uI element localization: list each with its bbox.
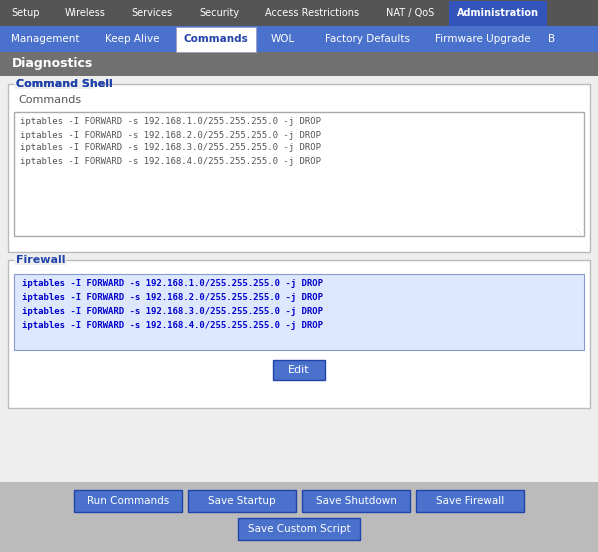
Bar [0, 482, 598, 552]
Bar [74, 490, 182, 512]
Bar [449, 1, 547, 26]
Text: iptables -I FORWARD -s 192.168.2.0/255.255.255.0 -j DROP: iptables -I FORWARD -s 192.168.2.0/255.2… [22, 294, 323, 302]
Bar [238, 518, 360, 540]
Text: iptables -I FORWARD -s 192.168.1.0/255.255.255.0 -j DROP: iptables -I FORWARD -s 192.168.1.0/255.2… [22, 279, 323, 289]
Text: Access Restrictions: Access Restrictions [265, 8, 359, 18]
Bar [8, 260, 590, 408]
Text: Diagnostics: Diagnostics [12, 57, 93, 71]
Text: Services: Services [132, 8, 173, 18]
Bar [1, 27, 89, 51]
Bar [372, 1, 448, 26]
Text: Keep Alive: Keep Alive [105, 34, 160, 44]
Text: Management: Management [11, 34, 80, 44]
Text: Commands: Commands [18, 95, 81, 105]
Text: Setup: Setup [12, 8, 40, 18]
Text: Run Commands: Run Commands [87, 496, 169, 506]
Text: Command Shell: Command Shell [16, 79, 113, 89]
Bar [258, 27, 308, 51]
Text: Firewall: Firewall [16, 255, 66, 265]
Bar [91, 27, 174, 51]
Text: iptables -I FORWARD -s 192.168.3.0/255.255.255.0 -j DROP: iptables -I FORWARD -s 192.168.3.0/255.2… [22, 307, 323, 316]
Text: Save Startup: Save Startup [208, 496, 276, 506]
Bar [186, 1, 252, 26]
Text: Edit: Edit [288, 365, 310, 375]
Bar [119, 1, 185, 26]
Bar [1, 1, 51, 26]
Bar [427, 27, 539, 51]
Bar [176, 27, 256, 52]
Text: iptables -I FORWARD -s 192.168.4.0/255.255.255.0 -j DROP: iptables -I FORWARD -s 192.168.4.0/255.2… [20, 157, 321, 166]
Text: Security: Security [199, 8, 239, 18]
Text: Commands: Commands [184, 34, 248, 44]
Bar [14, 255, 66, 265]
Bar [0, 76, 598, 552]
Text: Firmware Upgrade: Firmware Upgrade [435, 34, 531, 44]
Bar [14, 79, 94, 89]
Text: Command Shell: Command Shell [16, 79, 113, 89]
Bar [14, 112, 584, 236]
Bar [0, 0, 598, 26]
Bar [0, 52, 598, 76]
Text: Wireless: Wireless [65, 8, 105, 18]
Text: iptables -I FORWARD -s 192.168.1.0/255.255.255.0 -j DROP: iptables -I FORWARD -s 192.168.1.0/255.2… [20, 118, 321, 126]
Bar [188, 490, 296, 512]
Bar [0, 26, 598, 52]
Bar [14, 274, 584, 350]
Bar [416, 490, 524, 512]
Bar [541, 27, 563, 51]
Bar [302, 490, 410, 512]
Text: WOL: WOL [271, 34, 295, 44]
Text: Save Custom Script: Save Custom Script [248, 524, 350, 534]
Text: ⋱: ⋱ [575, 228, 581, 233]
Bar [8, 84, 590, 252]
Text: Factory Defaults: Factory Defaults [325, 34, 410, 44]
Text: NAT / QoS: NAT / QoS [386, 8, 434, 18]
Bar [52, 1, 118, 26]
Text: iptables -I FORWARD -s 192.168.4.0/255.255.255.0 -j DROP: iptables -I FORWARD -s 192.168.4.0/255.2… [22, 321, 323, 331]
Text: Save Shutdown: Save Shutdown [316, 496, 396, 506]
Text: iptables -I FORWARD -s 192.168.3.0/255.255.255.0 -j DROP: iptables -I FORWARD -s 192.168.3.0/255.2… [20, 144, 321, 152]
Text: Administration: Administration [457, 8, 539, 18]
Text: Save Firewall: Save Firewall [436, 496, 504, 506]
Bar [310, 27, 425, 51]
Bar [273, 360, 325, 380]
Text: B: B [548, 34, 556, 44]
Bar [253, 1, 371, 26]
Text: iptables -I FORWARD -s 192.168.2.0/255.255.255.0 -j DROP: iptables -I FORWARD -s 192.168.2.0/255.2… [20, 130, 321, 140]
